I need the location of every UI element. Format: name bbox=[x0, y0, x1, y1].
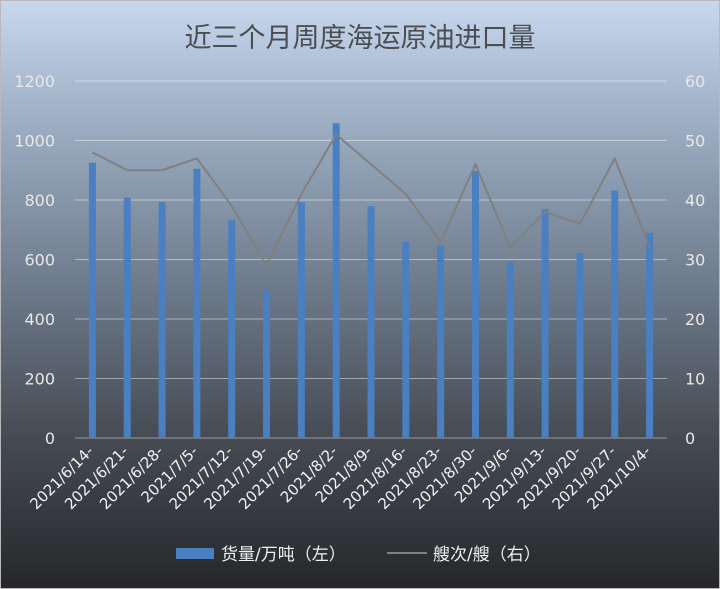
line-series bbox=[91, 133, 651, 267]
left-tick-label: 600 bbox=[24, 251, 55, 270]
right-y-axis: 0 10 20 30 40 50 60 bbox=[685, 72, 705, 448]
bar-series bbox=[88, 123, 654, 439]
bar bbox=[193, 168, 201, 438]
right-tick-label: 40 bbox=[685, 191, 705, 210]
bar bbox=[402, 241, 410, 438]
right-tick-label: 20 bbox=[685, 310, 705, 329]
left-tick-label: 1200 bbox=[14, 72, 55, 91]
right-tick-label: 30 bbox=[685, 251, 705, 270]
left-tick-label: 200 bbox=[24, 370, 55, 389]
left-tick-label: 400 bbox=[24, 310, 55, 329]
bar bbox=[611, 190, 619, 438]
x-axis: 2021/6/14-2021/6/21-2021/6/28-2021/7/5-2… bbox=[26, 442, 654, 513]
legend-bar-label: 货量/万吨（左） bbox=[221, 545, 346, 565]
bar bbox=[332, 123, 340, 439]
chart-title: 近三个月周度海运原油进口量 bbox=[185, 23, 536, 54]
right-tick-label: 10 bbox=[685, 370, 705, 389]
bar bbox=[367, 206, 375, 438]
bar bbox=[88, 162, 96, 438]
bar bbox=[437, 245, 445, 438]
series-line bbox=[91, 133, 651, 267]
left-tick-label: 1000 bbox=[14, 132, 55, 151]
bar bbox=[228, 220, 236, 438]
right-tick-label: 50 bbox=[685, 132, 705, 151]
bar bbox=[297, 202, 305, 438]
bar bbox=[576, 253, 584, 438]
bar bbox=[263, 289, 271, 438]
right-tick-label: 0 bbox=[685, 429, 695, 448]
bar bbox=[506, 262, 514, 438]
legend: 货量/万吨（左） 艘次/艘（右） bbox=[176, 545, 541, 565]
left-tick-label: 0 bbox=[45, 429, 55, 448]
left-tick-label: 800 bbox=[24, 191, 55, 210]
legend-line-label: 艘次/艘（右） bbox=[433, 545, 541, 565]
right-tick-label: 60 bbox=[685, 72, 705, 91]
bar bbox=[541, 209, 549, 438]
legend-bar-swatch bbox=[176, 548, 214, 559]
bar bbox=[646, 233, 654, 438]
bar bbox=[123, 197, 131, 438]
bar bbox=[158, 202, 166, 438]
bar bbox=[471, 170, 479, 438]
left-y-axis: 0 200 400 600 800 1000 1200 bbox=[14, 72, 55, 448]
